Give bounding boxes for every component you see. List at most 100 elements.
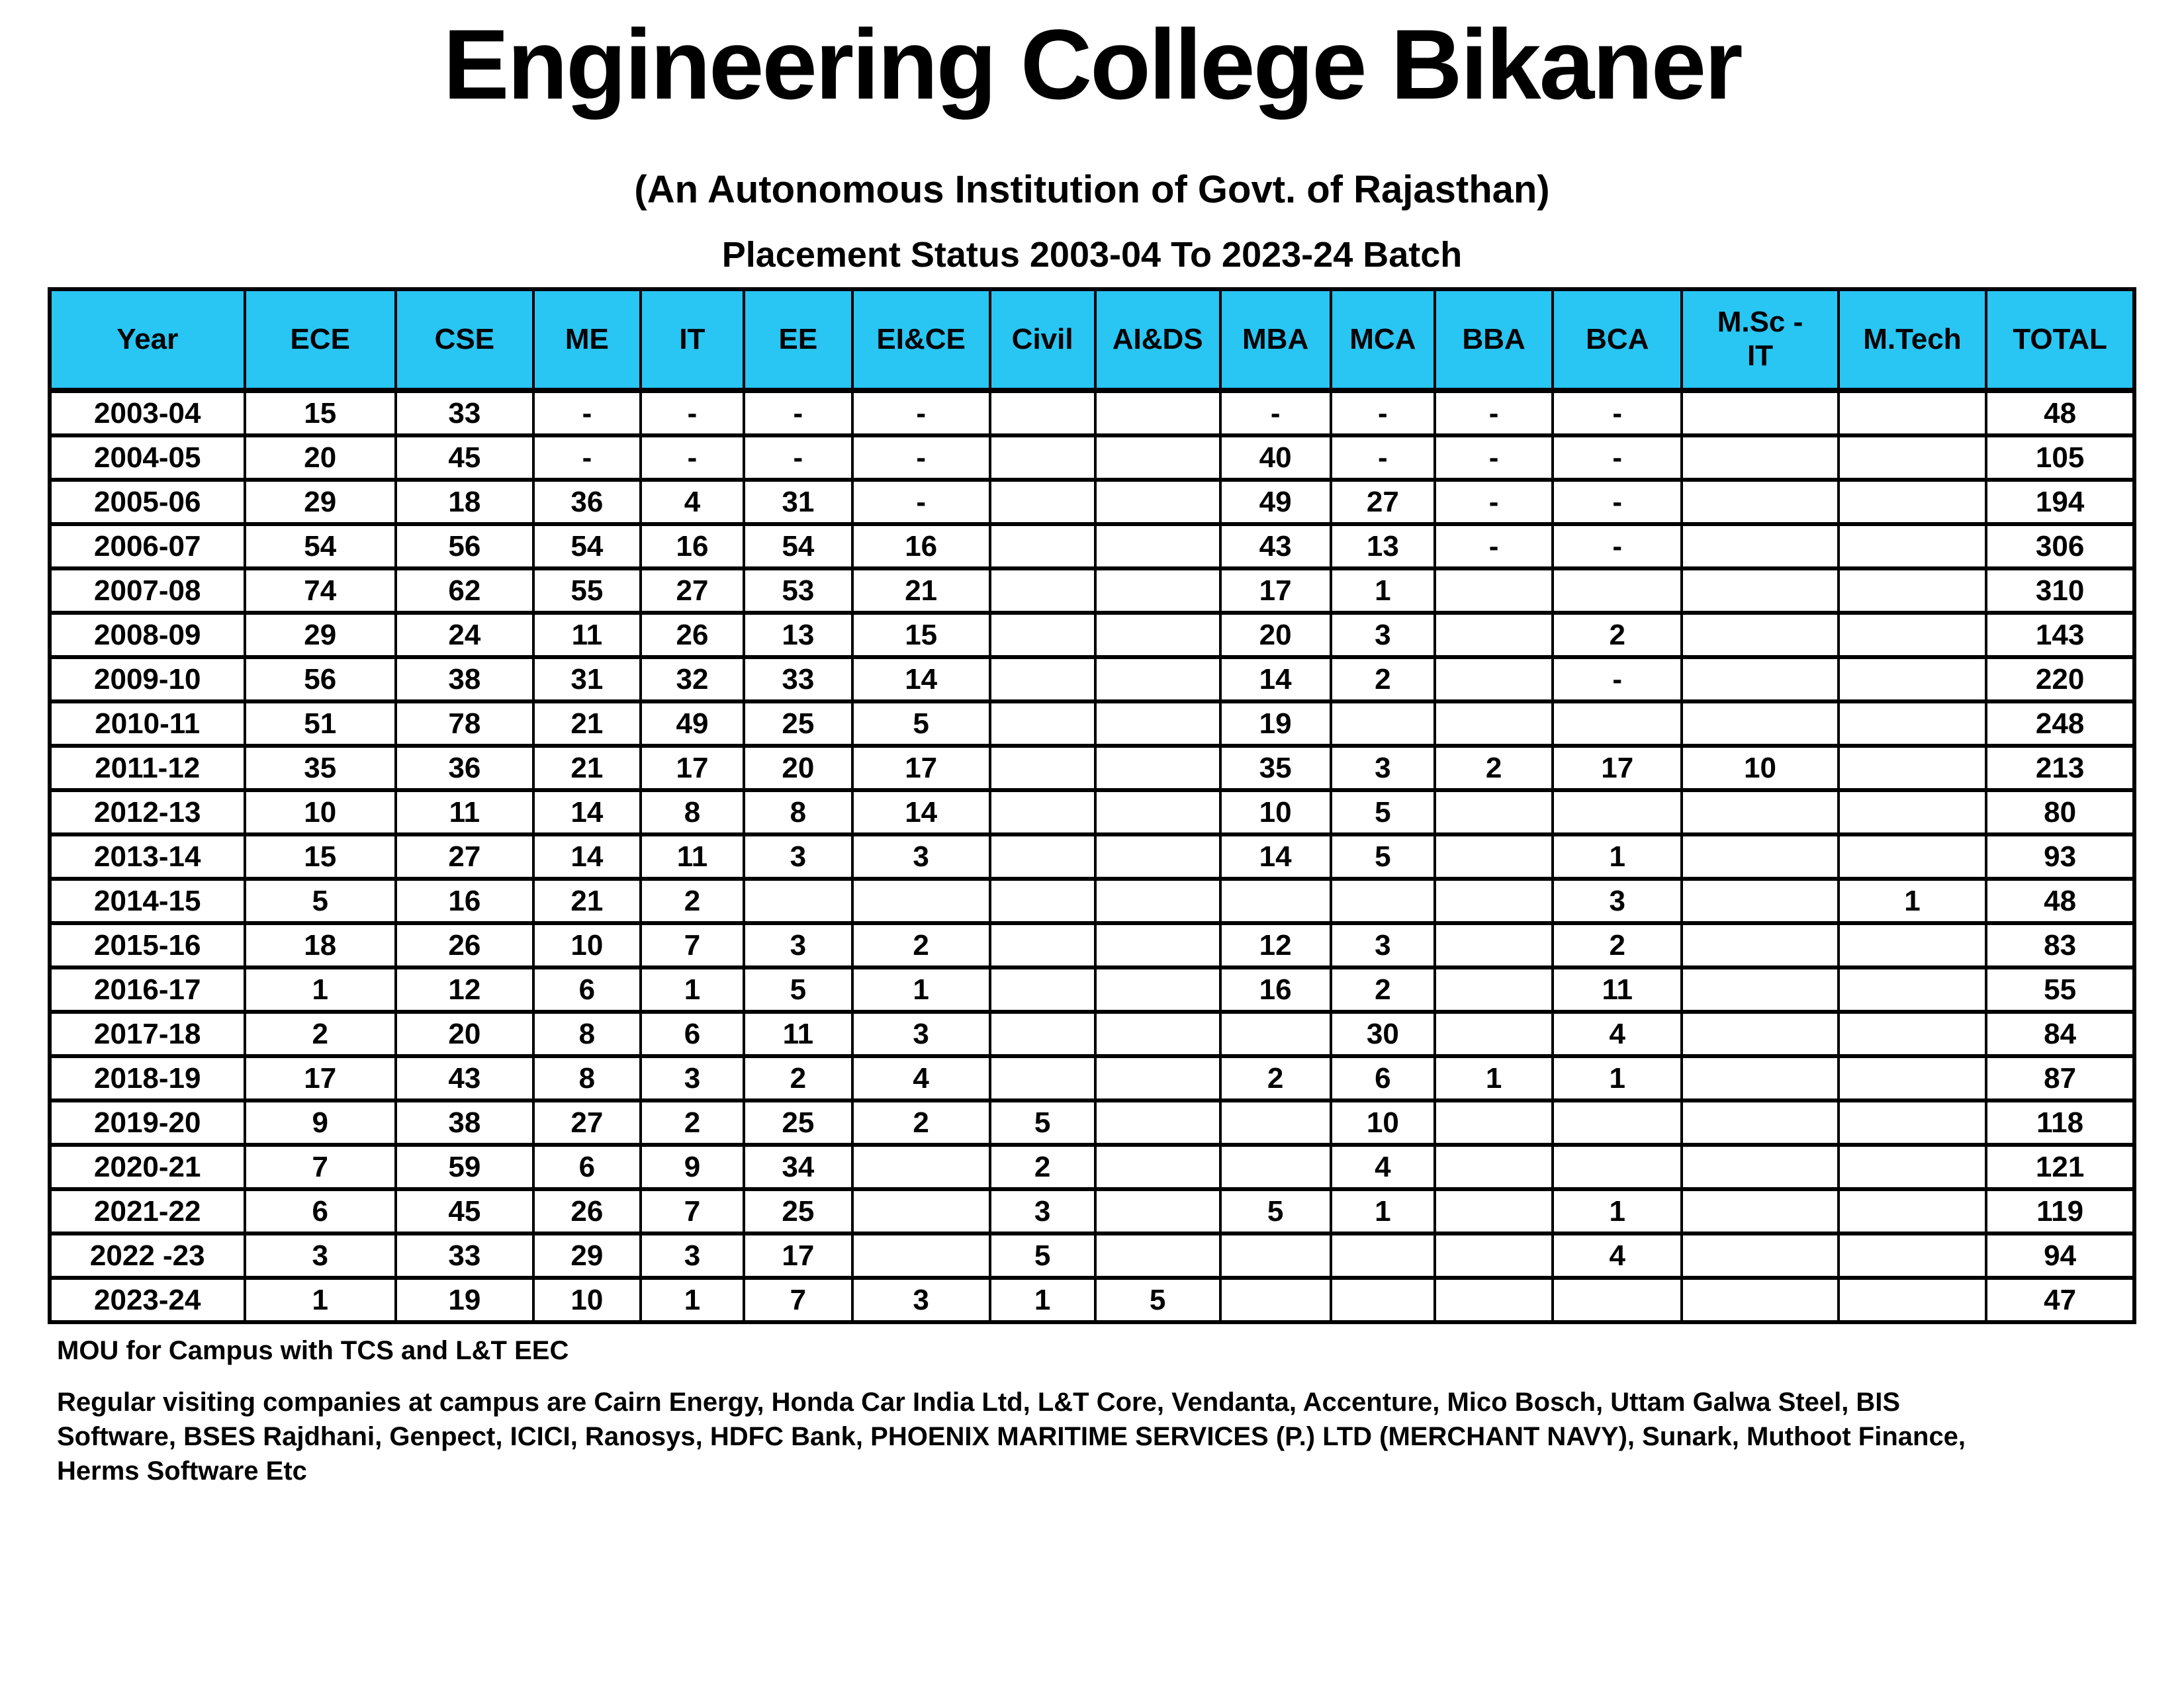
table-cell: 93 (1985, 832, 2136, 881)
table-cell: 56 (243, 655, 397, 703)
table-cell (1837, 699, 1988, 748)
table-cell: - (639, 388, 745, 437)
table-cell (1218, 1232, 1332, 1280)
table-cell: 6 (531, 1143, 643, 1191)
table-cell: 20 (243, 433, 397, 482)
table-cell (1551, 1276, 1684, 1324)
table-cell (1093, 1098, 1222, 1147)
table-cell (1093, 566, 1222, 615)
table-cell: 5 (1218, 1187, 1332, 1235)
table-row: 2022 -23 3 33 29 3 17 5 4 94 (48, 1232, 2136, 1280)
table-cell: - (1329, 433, 1437, 482)
table-cell (850, 1143, 991, 1191)
table-cell: 5 (988, 1098, 1097, 1147)
table-cell: 105 (1985, 433, 2136, 482)
table-cell: 74 (243, 566, 397, 615)
table-cell: 31 (531, 655, 643, 703)
mou-note: MOU for Campus with TCS and L&T EEC (57, 1336, 569, 1365)
table-cell: - (1551, 655, 1684, 703)
table-cell: - (1551, 522, 1684, 570)
table-cell (1680, 699, 1840, 748)
table-cell: 21 (531, 744, 643, 792)
table-cell: 18 (394, 478, 535, 526)
column-header: EI&CE (850, 287, 991, 393)
table-cell: 59 (394, 1143, 535, 1191)
table-cell (1680, 877, 1840, 925)
table-cell: 13 (1329, 522, 1437, 570)
table-cell (1680, 1276, 1840, 1324)
table-cell (1680, 1054, 1840, 1102)
year-cell: 2006-07 (48, 522, 246, 570)
table-cell: 32 (639, 655, 745, 703)
table-cell: - (1433, 433, 1555, 482)
table-cell (1837, 1143, 1988, 1191)
table-cell (1433, 611, 1555, 659)
table-cell (1680, 522, 1840, 570)
table-cell: 43 (394, 1054, 535, 1102)
table-cell (1329, 877, 1437, 925)
table-cell: 17 (243, 1054, 397, 1102)
table-cell: 21 (531, 877, 643, 925)
year-cell: 2012-13 (48, 788, 246, 836)
column-header: EE (742, 287, 854, 393)
table-cell: 248 (1985, 699, 2136, 748)
table-cell: 15 (243, 832, 397, 881)
table-cell: - (1433, 522, 1555, 570)
table-cell: 2 (988, 1143, 1097, 1191)
table-cell: 1 (1551, 832, 1684, 881)
table-cell (1837, 832, 1988, 881)
table-cell: 2 (1551, 611, 1684, 659)
table-cell: 14 (1218, 832, 1332, 881)
table-cell (1093, 965, 1222, 1014)
table-cell: 17 (1551, 744, 1684, 792)
table-cell (1093, 1187, 1222, 1235)
table-cell: 16 (850, 522, 991, 570)
table-cell: 7 (639, 1187, 745, 1235)
table-cell: 33 (394, 1232, 535, 1280)
table-cell (1680, 478, 1840, 526)
table-cell (988, 832, 1097, 881)
table-cell (1837, 522, 1988, 570)
table-cell: 21 (531, 699, 643, 748)
table-cell (1680, 965, 1840, 1014)
column-header: Year (48, 287, 246, 393)
column-header: CSE (394, 287, 535, 393)
table-row: 2007-08 74 62 55 27 53 21 17 1 310 (48, 566, 2136, 615)
table-cell: 17 (742, 1232, 854, 1280)
table-cell: 16 (394, 877, 535, 925)
table-cell (1433, 832, 1555, 881)
table-cell: 16 (639, 522, 745, 570)
table-cell: 3 (742, 832, 854, 881)
column-header: M.Sc - IT (1680, 287, 1840, 393)
table-cell: - (742, 388, 854, 437)
table-cell: 3 (243, 1232, 397, 1280)
table-cell (1093, 655, 1222, 703)
table-cell: - (639, 433, 745, 482)
table-cell: 16 (1218, 965, 1332, 1014)
table-cell: 118 (1985, 1098, 2136, 1147)
table-cell: 2 (850, 921, 991, 969)
table-row: 2018-19 17 43 8 3 2 4 2 6 1 1 87 (48, 1054, 2136, 1102)
year-cell: 2005-06 (48, 478, 246, 526)
table-cell: 49 (1218, 478, 1332, 526)
table-caption: Placement Status 2003-04 To 2023-24 Batc… (721, 235, 1463, 275)
table-cell (1093, 877, 1222, 925)
table-cell: 94 (1985, 1232, 2136, 1280)
table-cell (988, 611, 1097, 659)
table-cell: 5 (742, 965, 854, 1014)
table-cell (1680, 1187, 1840, 1235)
table-cell: - (1551, 388, 1684, 437)
table-cell: 1 (639, 1276, 745, 1324)
table-row: 2004-05 20 45- - - -40- - -105 (48, 433, 2136, 482)
table-cell: 6 (531, 965, 643, 1014)
table-row: 2015-16 18 26 10 7 3 2 12 3 2 83 (48, 921, 2136, 969)
table-cell: - (742, 433, 854, 482)
table-cell: 3 (1329, 921, 1437, 969)
table-cell: 15 (850, 611, 991, 659)
table-cell: 27 (531, 1098, 643, 1147)
table-cell: 33 (394, 388, 535, 437)
table-cell (1837, 788, 1988, 836)
table-cell (1433, 1276, 1555, 1324)
year-cell: 2020-21 (48, 1143, 246, 1191)
table-cell: 5 (1329, 788, 1437, 836)
